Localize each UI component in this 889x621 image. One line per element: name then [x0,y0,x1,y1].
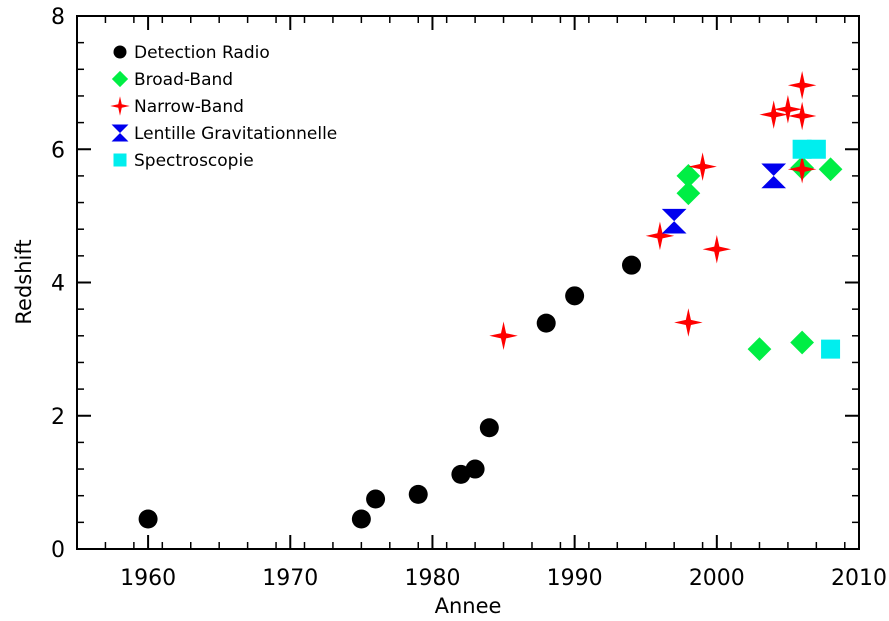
legend-marker [113,45,127,59]
point-narrow-band [773,95,803,124]
x-tick-label: 2000 [689,566,745,591]
point-narrow-band [489,321,518,351]
data-points [138,71,843,529]
point-spectroscopie [806,139,826,159]
point-narrow-band [702,234,732,264]
point-broad-band [676,181,701,206]
x-axis-ticks: 1960 1970 1980 1990 2000 2010 [76,16,887,591]
point-broad-band [818,157,843,182]
point-narrow-band [787,154,817,184]
legend-label: Detection Radio [134,43,270,63]
point-detection-radio [366,489,386,509]
point-narrow-band [674,308,703,337]
x-axis-title: Annee [435,594,502,618]
y-tick-label: 6 [51,138,65,163]
point-narrow-band [688,152,717,181]
point-detection-radio [622,255,642,275]
legend-marker [110,96,130,116]
y-tick-label: 2 [51,405,65,430]
legend-marker [111,124,129,142]
y-axis-title: Redshift [12,239,36,324]
x-tick-label: 1990 [547,566,603,591]
legend-marker [113,153,127,167]
point-detection-radio [565,286,585,306]
point-detection-radio [351,509,371,529]
point-narrow-band [787,101,817,131]
y-tick-label: 4 [51,272,65,297]
y-tick-label: 0 [51,538,65,563]
point-spectroscopie [821,339,841,359]
y-axis-ticks: 0 2 4 6 8 [51,5,859,563]
legend-label: Broad-Band [134,70,233,90]
legend-label: Spectroscopie [134,151,254,171]
point-narrow-band [645,221,675,251]
point-lentille-gravitationnelle [761,163,787,189]
point-detection-radio [408,484,428,504]
legend-marker [111,70,129,88]
x-tick-label: 2010 [831,566,887,591]
x-tick-label: 1960 [120,566,176,591]
point-detection-radio [465,459,485,479]
legend-label: Lentille Gravitationnelle [134,124,337,144]
point-narrow-band [787,71,817,100]
point-lentille-gravitationnelle [661,208,687,234]
x-tick-label: 1970 [262,566,318,591]
point-broad-band [747,337,772,361]
point-detection-radio [536,313,556,333]
y-tick-label: 8 [51,5,65,30]
x-tick-label: 1980 [404,566,460,591]
point-detection-radio [479,418,499,438]
point-broad-band [790,330,815,355]
point-broad-band [676,164,701,188]
point-detection-radio [138,509,158,529]
legend-label: Narrow-Band [134,97,244,117]
point-narrow-band [759,100,788,129]
legend: Detection Radio Broad-Band Narrow-Band Lent… [110,43,337,171]
